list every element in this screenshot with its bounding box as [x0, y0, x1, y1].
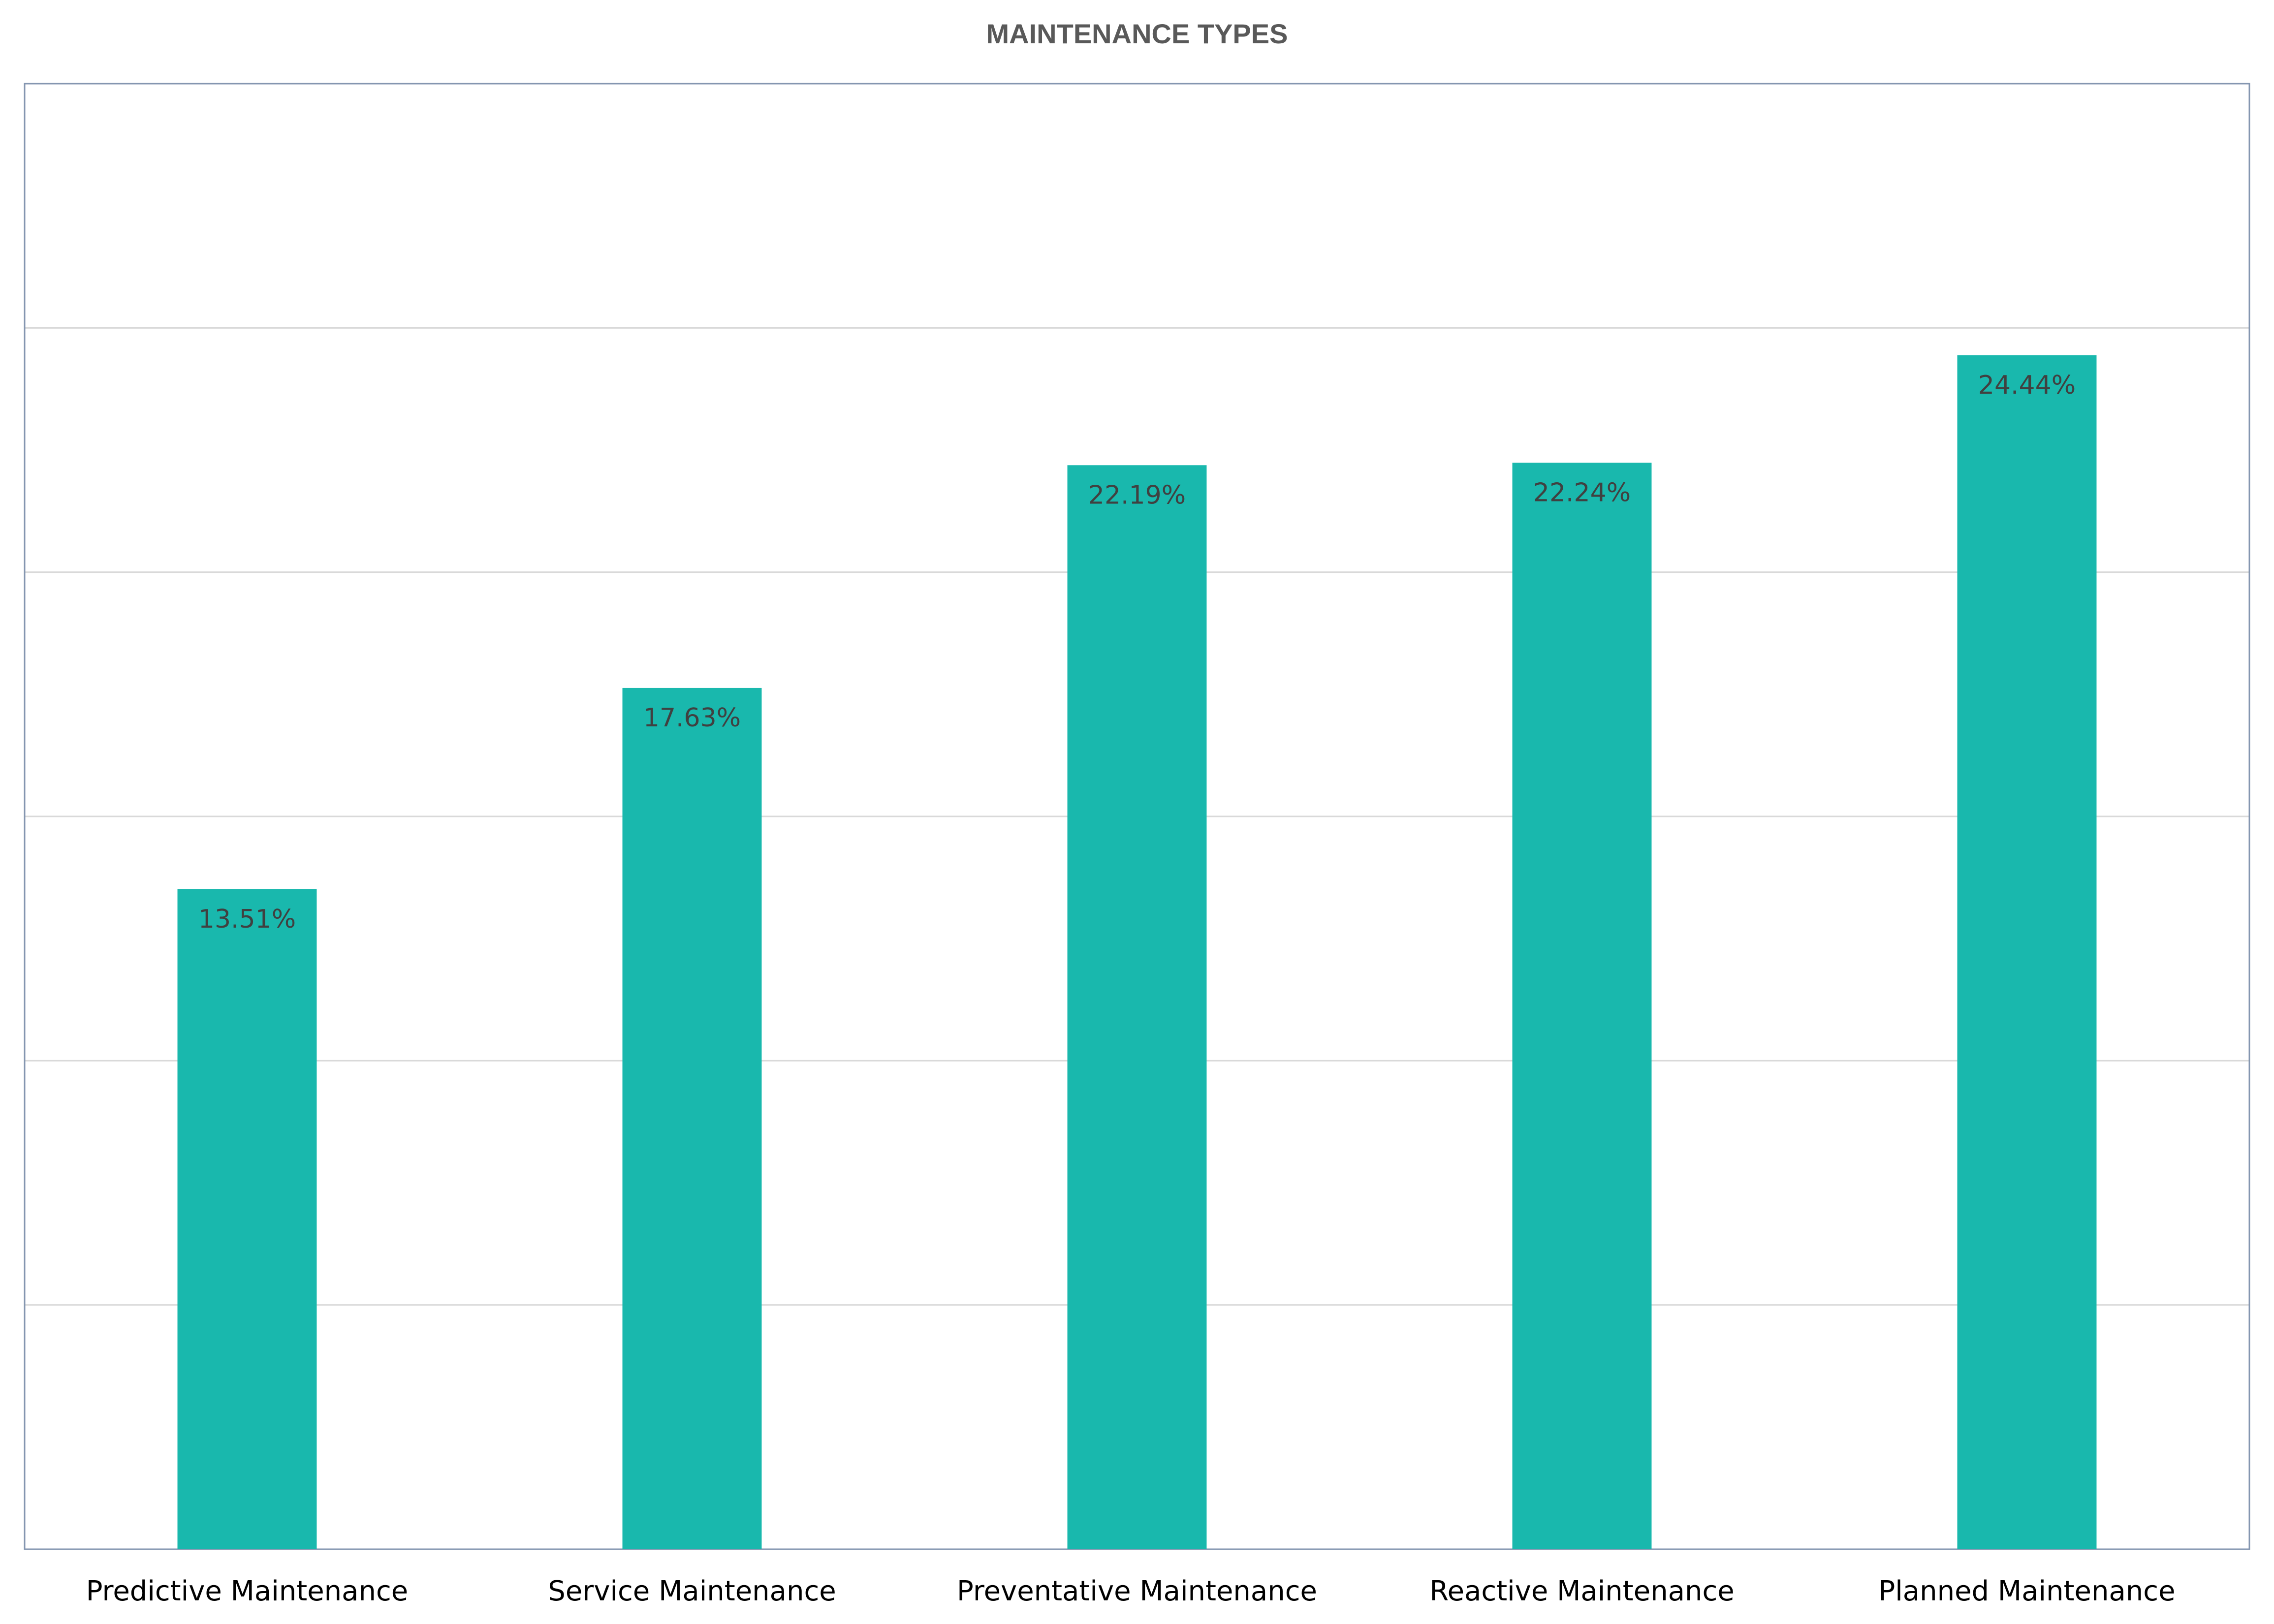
data-label: 17.63% — [643, 703, 741, 733]
bar — [1957, 355, 2097, 1550]
category-label: Service Maintenance — [548, 1575, 836, 1607]
bar — [177, 889, 317, 1549]
chart-title: MAINTENANCE TYPES — [986, 18, 1288, 49]
category-label: Planned Maintenance — [1878, 1575, 2175, 1607]
data-label: 13.51% — [198, 905, 296, 934]
category-label: Reactive Maintenance — [1429, 1575, 1735, 1607]
bars — [177, 355, 2097, 1550]
bar — [1512, 463, 1652, 1549]
data-label: 22.19% — [1088, 480, 1186, 510]
bar — [1067, 465, 1207, 1549]
data-label: 24.44% — [1978, 371, 2076, 400]
data-label: 22.24% — [1533, 478, 1631, 507]
bar — [622, 687, 762, 1549]
category-labels: Predictive Maintenance Service Maintenanc… — [86, 1575, 2176, 1607]
category-label: Predictive Maintenance — [86, 1575, 408, 1607]
category-label: Preventative Maintenance — [957, 1575, 1317, 1607]
data-labels: 13.51% 17.63% 22.19% 22.24% 24.44% — [198, 371, 2076, 934]
